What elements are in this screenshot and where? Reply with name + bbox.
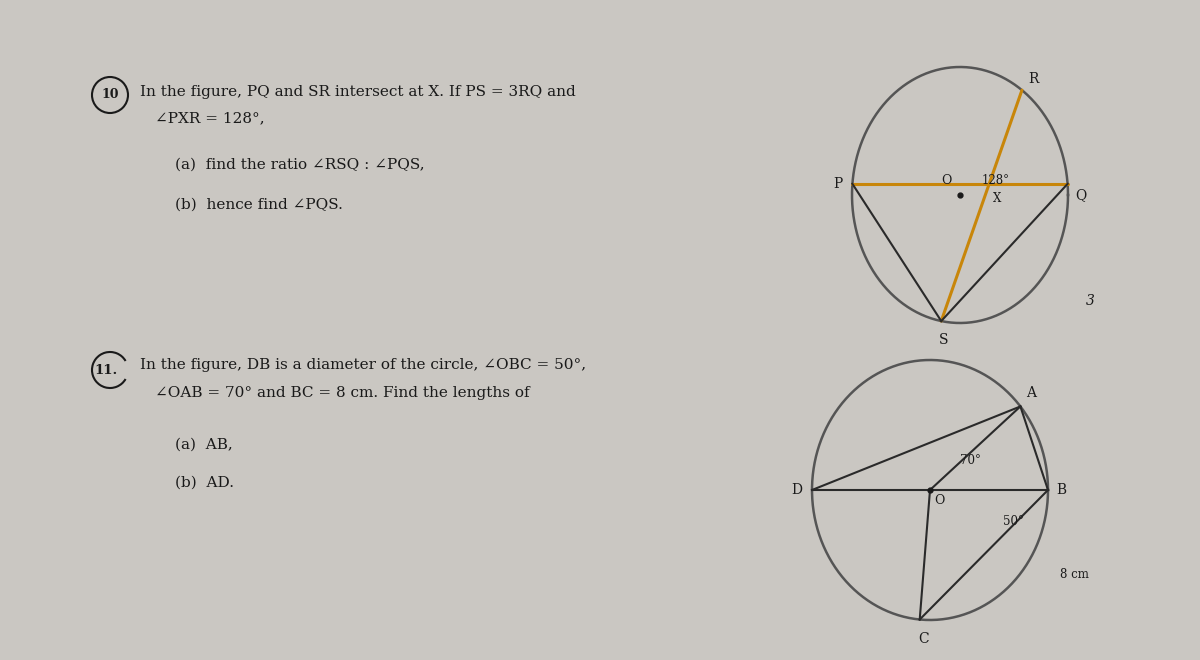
Text: In the figure, PQ and SR intersect at X. If PS = 3RQ and: In the figure, PQ and SR intersect at X.… <box>140 85 576 99</box>
Text: 8 cm: 8 cm <box>1060 568 1088 581</box>
Text: In the figure, DB is a diameter of the circle, ∠OBC = 50°,: In the figure, DB is a diameter of the c… <box>140 358 586 372</box>
Text: O: O <box>941 174 952 187</box>
Text: 50°: 50° <box>1003 515 1024 528</box>
Text: R: R <box>1028 72 1038 86</box>
Text: (a)  AB,: (a) AB, <box>175 438 233 452</box>
Text: (b)  AD.: (b) AD. <box>175 476 234 490</box>
Text: X: X <box>994 192 1002 205</box>
Text: (a)  find the ratio ∠RSQ : ∠PQS,: (a) find the ratio ∠RSQ : ∠PQS, <box>175 158 425 172</box>
Text: 3: 3 <box>1086 294 1094 308</box>
Text: 70°: 70° <box>960 453 980 467</box>
Text: (b)  hence find ∠PQS.: (b) hence find ∠PQS. <box>175 198 343 212</box>
Text: P: P <box>833 177 842 191</box>
Text: 11.: 11. <box>95 364 118 376</box>
Text: ∠PXR = 128°,: ∠PXR = 128°, <box>155 111 265 125</box>
Text: ∠OAB = 70° and BC = 8 cm. Find the lengths of: ∠OAB = 70° and BC = 8 cm. Find the lengt… <box>155 386 529 400</box>
Text: 10: 10 <box>101 88 119 102</box>
Text: 128°: 128° <box>982 174 1010 187</box>
Text: C: C <box>918 632 929 645</box>
Text: Q: Q <box>1075 188 1087 202</box>
Text: B: B <box>1056 483 1066 497</box>
Text: D: D <box>791 483 802 497</box>
Text: A: A <box>1026 387 1037 401</box>
Text: O: O <box>934 494 944 507</box>
Text: S: S <box>938 333 948 347</box>
